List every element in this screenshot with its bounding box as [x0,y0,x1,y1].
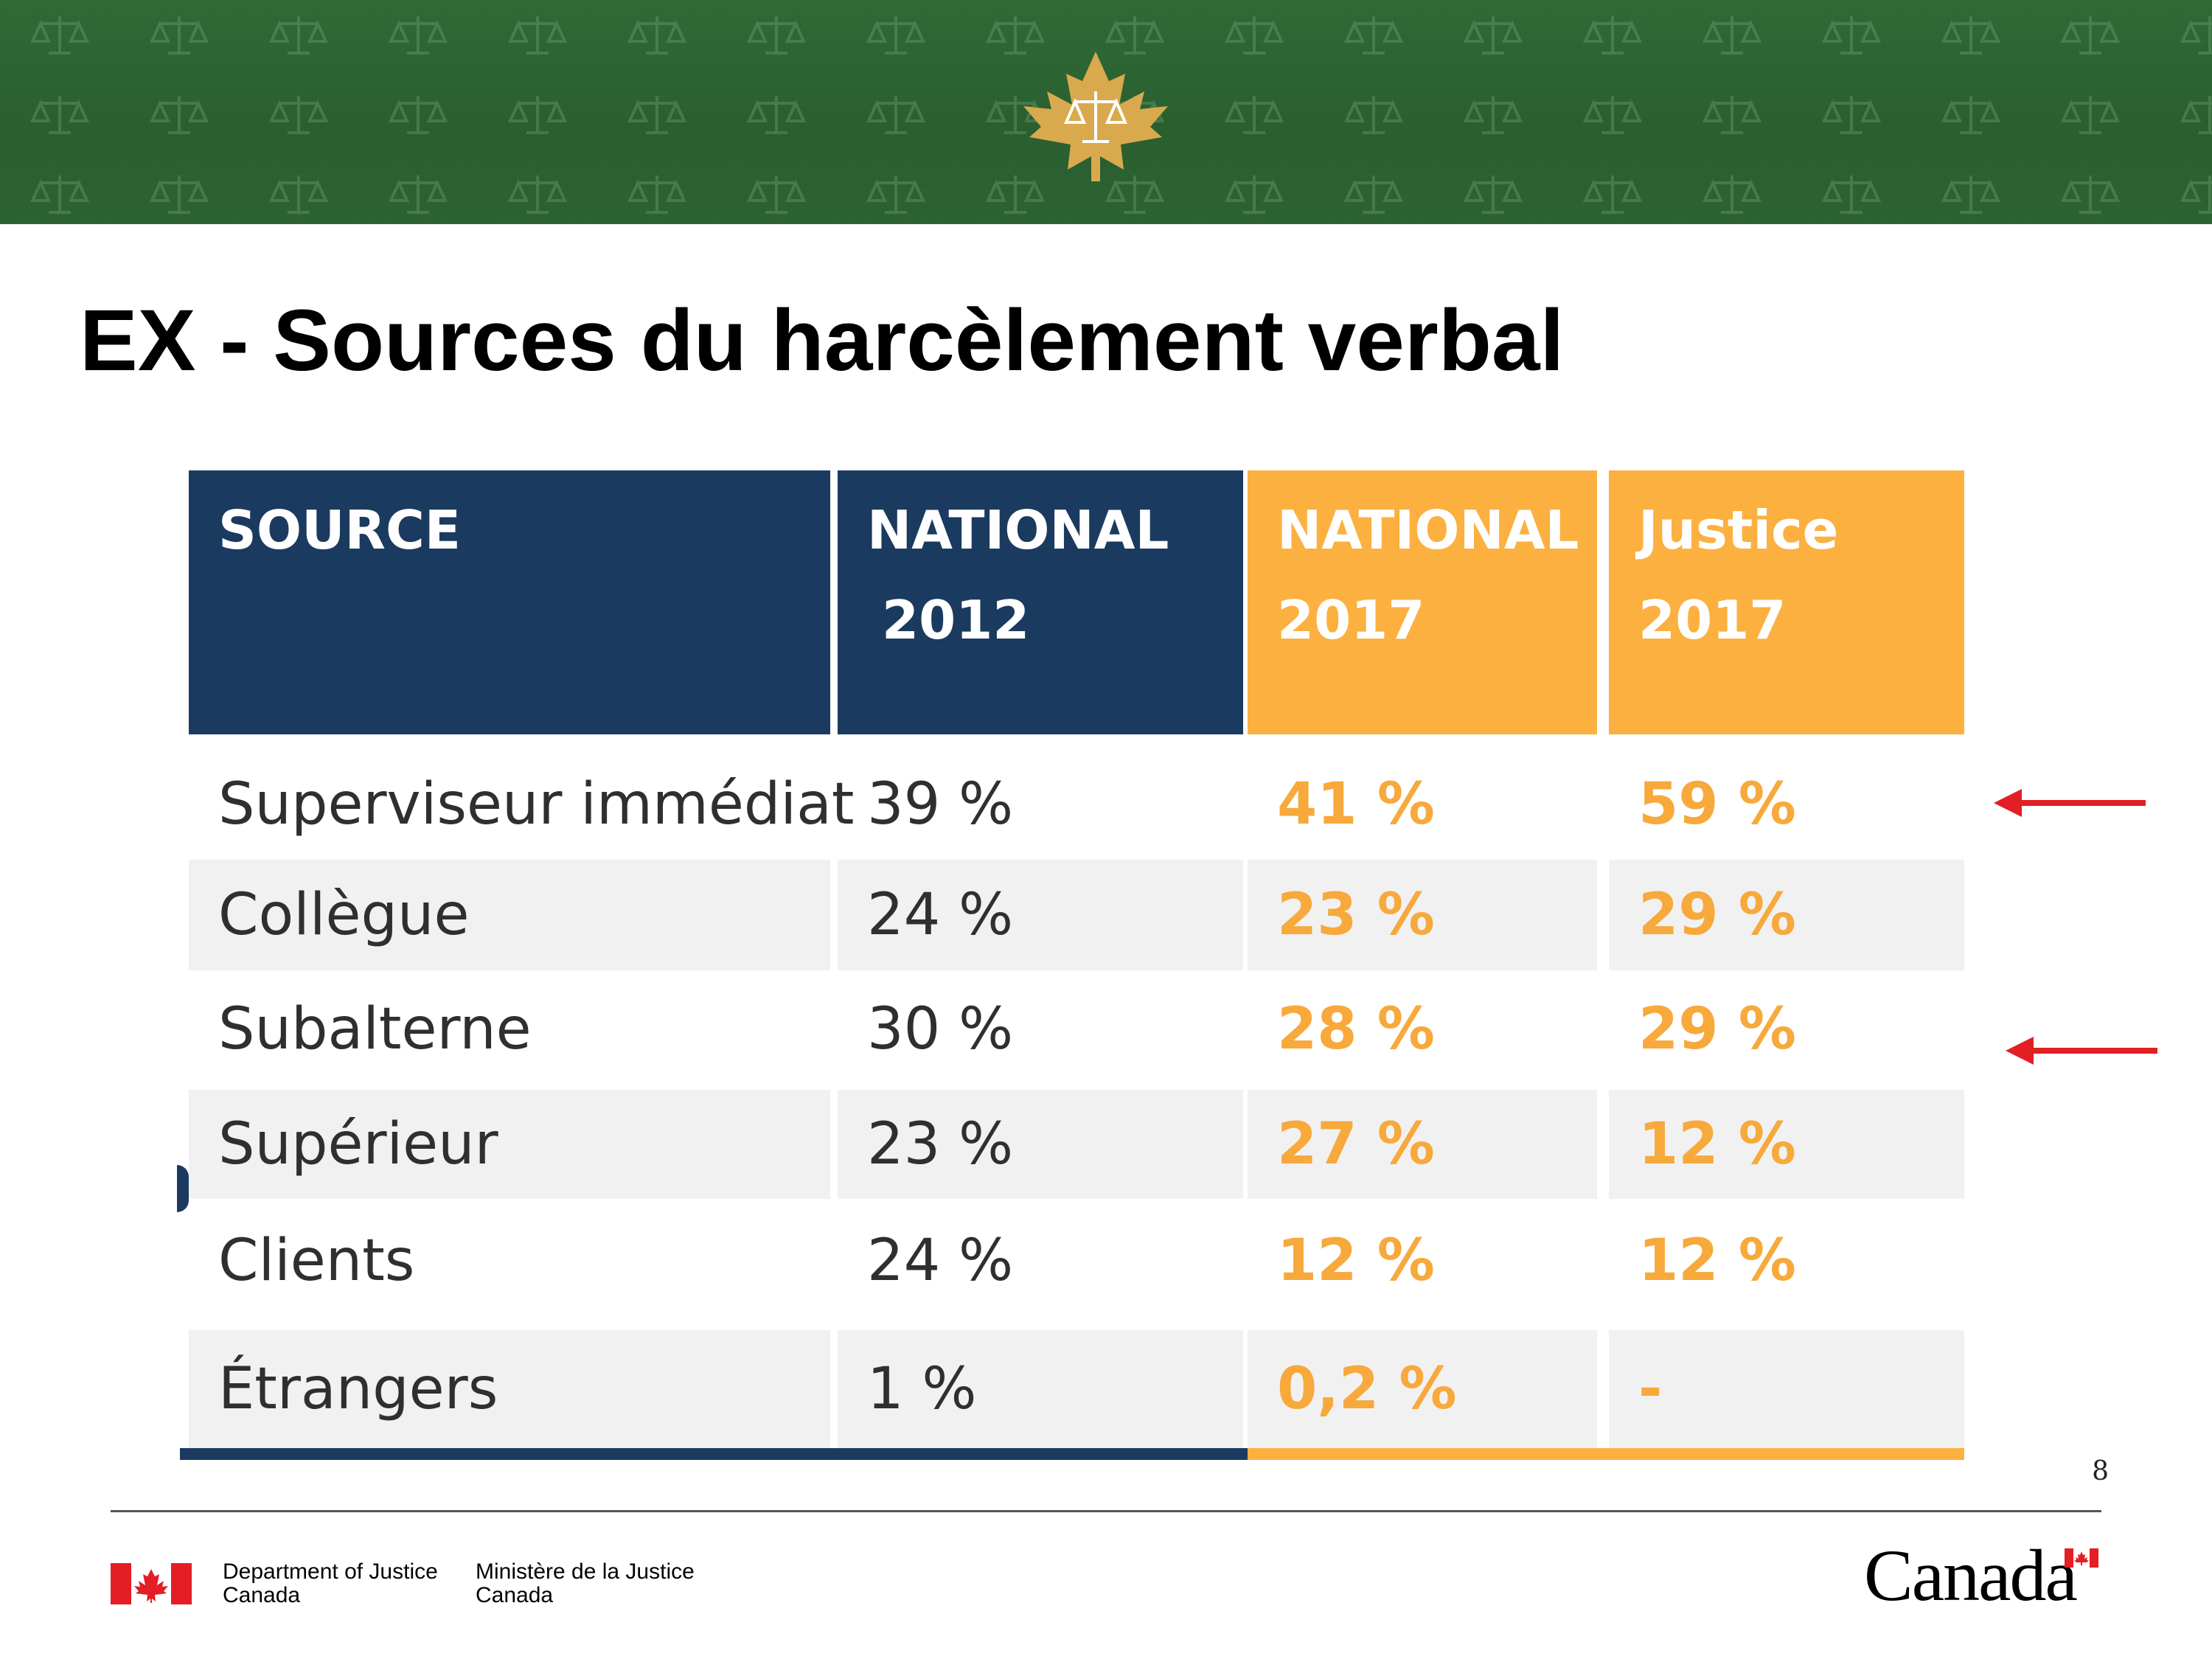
department-name-en: Department of Justice Canada [223,1560,438,1607]
header-national-2012-line1: NATIONAL [867,499,1169,561]
department-fr-line1: Ministère de la Justice [476,1559,695,1584]
department-en-line2: Canada [223,1583,301,1607]
verbal-harassment-sources-table: SOURCE NATIONAL 2012 NATIONAL 2017 Justi… [180,470,1964,1460]
row-3-source: Supérieur [189,1090,830,1199]
maple-leaf-scales-emblem-icon [1023,52,1168,181]
header-banner [0,0,2212,224]
row-4-source: Clients [218,1228,415,1294]
row-1-national-2017: 23 % [1248,860,1597,970]
canada-flag-icon [111,1563,192,1604]
row-0-national-2017: 41 % [1277,771,1435,838]
row-3-justice-2017: 12 % [1609,1090,1964,1199]
row-5-national-2012: 1 % [838,1330,1243,1448]
row-5-national-2017: 0,2 % [1248,1330,1597,1448]
left-arrow-icon [1994,789,2146,817]
header-justice-2017-line2: 2017 [1638,589,1787,651]
row-4-justice-2017: 12 % [1638,1228,1796,1294]
row-5-justice-2017: - [1609,1330,1964,1448]
row-3-national-2017: 27 % [1248,1090,1597,1199]
row-1-source: Collègue [189,860,830,970]
row-3-national-2012: 23 % [838,1090,1243,1199]
department-fr-line2: Canada [476,1583,554,1607]
row-5-source: Étrangers [189,1330,830,1448]
row-2-justice-2017: 29 % [1638,996,1796,1062]
department-name-fr: Ministère de la Justice Canada [476,1560,695,1607]
header-source: SOURCE [189,470,830,734]
row-4-national-2017: 12 % [1277,1228,1435,1294]
header-national-2012: NATIONAL 2012 [838,470,1243,734]
canada-wordmark-flag-icon [2065,1548,2098,1568]
left-arrow-icon [2006,1037,2157,1065]
row-0-national-2012: 39 % [867,771,1014,838]
row-2-national-2012: 30 % [867,996,1014,1062]
header-national-2017-line1: NATIONAL [1277,499,1579,561]
page-number: 8 [2092,1456,2109,1486]
header-justice-2017: Justice 2017 [1609,470,1964,734]
department-en-line1: Department of Justice [223,1559,438,1584]
canada-wordmark: Canada [1864,1534,2078,1616]
header-national-2012-line2: 2012 [882,589,1030,651]
row-2-source: Subalterne [218,996,532,1062]
left-edge-marker [177,1165,189,1212]
row-0-justice-2017: 59 % [1638,771,1796,838]
row-4-national-2012: 24 % [867,1228,1014,1294]
row-1-national-2012: 24 % [838,860,1243,970]
slide-title: EX - Sources du harcèlement verbal [80,292,1565,389]
header-national-2017: NATIONAL 2017 [1248,470,1597,734]
row-1-justice-2017: 29 % [1609,860,1964,970]
footer-divider [111,1510,2101,1512]
row-0-source: Superviseur immédiat [218,771,855,838]
row-2-national-2017: 28 % [1277,996,1435,1062]
header-national-2017-line2: 2017 [1277,589,1425,651]
table-bottom-bar-orange [1248,1448,1964,1460]
header-justice-2017-line1: Justice [1638,499,1839,561]
table-bottom-bar-navy [180,1448,1248,1460]
